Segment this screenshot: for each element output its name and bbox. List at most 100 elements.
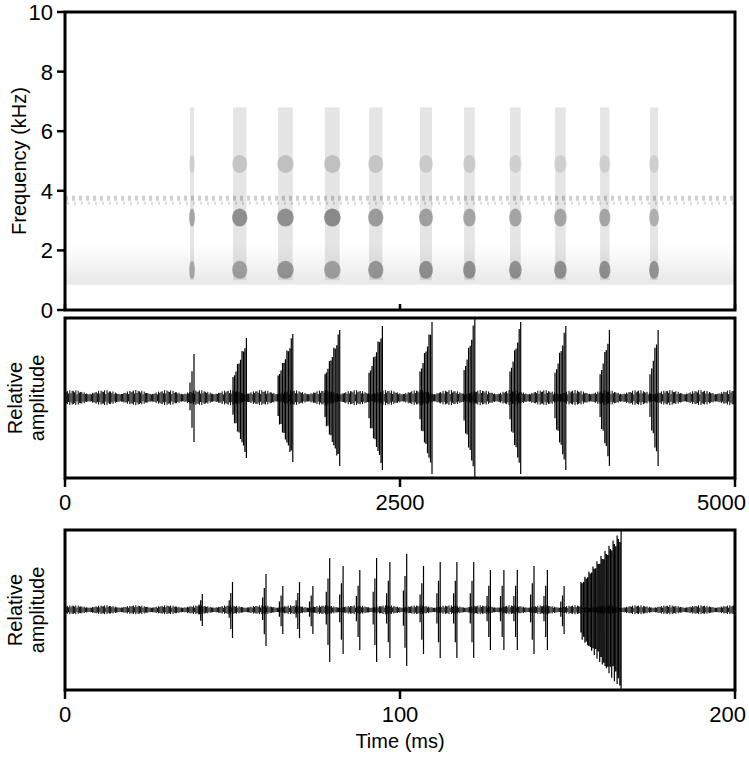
pulse	[600, 330, 609, 466]
pulse	[279, 586, 282, 634]
y-tick-label: 4	[41, 179, 53, 204]
band-energy	[232, 209, 247, 227]
band-energy	[324, 261, 341, 279]
panel-waveform: 0100200RelativeamplitudeTime (ms)	[4, 530, 746, 752]
band-energy	[189, 209, 195, 227]
pulse-streak	[464, 107, 475, 280]
band-energy	[189, 155, 195, 173]
frame	[65, 530, 735, 690]
band-energy	[419, 209, 433, 227]
y-tick-label: 8	[41, 60, 53, 85]
pulse	[296, 582, 299, 638]
noise-band	[65, 244, 735, 284]
pulse	[229, 582, 232, 638]
band-energy	[599, 261, 610, 279]
plot-area	[65, 530, 735, 690]
pulse	[437, 562, 440, 658]
pulse	[514, 570, 517, 650]
figure: 0246810Frequency (kHz)025005000Relativea…	[0, 0, 749, 772]
panel-waveform: 0 2500 5000 Relativeamplitude	[4, 318, 746, 515]
panel-spectrogram: 0246810Frequency (kHz)	[8, 0, 735, 323]
band-energy	[554, 209, 567, 227]
label-line: amplitude	[26, 567, 48, 654]
band-energy	[419, 155, 433, 173]
label-line: amplitude	[26, 355, 48, 442]
pulse	[650, 330, 658, 466]
pulse-streak	[190, 107, 194, 280]
band-energy	[509, 261, 522, 279]
plot-area	[65, 107, 735, 284]
pulse	[420, 566, 423, 654]
pulse	[470, 562, 473, 658]
x-axis-label: Time (ms)	[355, 730, 444, 752]
pulse	[420, 322, 432, 474]
pulse	[190, 354, 194, 442]
x-tick-label: 100	[382, 702, 419, 727]
y-tick	[57, 249, 65, 252]
pulse	[326, 558, 329, 662]
band-energy	[599, 209, 610, 227]
x-tick-label: 0	[59, 490, 71, 515]
pulse	[199, 594, 202, 626]
x-tick	[64, 478, 67, 487]
x-tick	[399, 478, 402, 487]
x-tick	[734, 478, 737, 487]
band-energy	[509, 155, 522, 173]
y-axis-label: Relativeamplitude	[4, 355, 48, 442]
band-energy	[277, 209, 294, 227]
band-energy	[368, 209, 383, 227]
y-tick	[57, 11, 65, 14]
y-tick	[57, 309, 65, 312]
x-tick-label: 0	[59, 702, 71, 727]
background-tone	[67, 202, 735, 205]
band-energy	[463, 155, 476, 173]
pulse-streak	[369, 107, 382, 280]
band-energy	[277, 155, 294, 173]
band-energy	[324, 209, 341, 227]
y-tick-label: 6	[41, 119, 53, 144]
frame	[65, 318, 735, 478]
band-energy	[599, 155, 610, 173]
pulse-streak	[420, 107, 432, 280]
pulse	[454, 562, 457, 658]
pulse-streak	[600, 107, 609, 280]
band-energy	[463, 261, 476, 279]
noise-floor	[65, 605, 735, 614]
band-energy	[232, 155, 247, 173]
band-energy	[368, 261, 383, 279]
pulse	[387, 562, 390, 658]
band-energy	[649, 155, 659, 173]
pulse	[340, 566, 343, 654]
pulse	[501, 570, 504, 650]
y-tick	[57, 70, 65, 73]
x-tick	[734, 304, 737, 310]
pulse	[310, 586, 313, 634]
pulse	[278, 334, 293, 462]
band-energy	[554, 261, 567, 279]
y-tick-label: 0	[41, 298, 53, 323]
y-axis-label: Frequency (kHz)	[8, 87, 30, 235]
x-tick-label: 5000	[697, 490, 746, 515]
pulse-streak	[325, 107, 340, 280]
pulse-streak	[278, 107, 293, 280]
noise-floor	[65, 390, 735, 405]
pulse	[356, 570, 359, 650]
x-tick	[399, 690, 402, 699]
pulse	[544, 570, 547, 650]
x-tick	[734, 690, 737, 699]
band-energy	[368, 155, 383, 173]
pulse	[233, 338, 246, 458]
band-energy	[324, 155, 341, 173]
x-tick-label: 2500	[376, 490, 425, 515]
band-energy	[649, 261, 659, 279]
pulse	[561, 586, 564, 634]
pulse-streak	[510, 107, 521, 280]
background-tone	[65, 196, 735, 201]
pulse	[510, 322, 521, 474]
frame	[65, 12, 735, 310]
pulse	[487, 570, 490, 650]
y-tick-label: 10	[29, 0, 53, 25]
band-energy	[509, 209, 522, 227]
pulse	[373, 558, 376, 662]
pulse	[403, 554, 406, 666]
